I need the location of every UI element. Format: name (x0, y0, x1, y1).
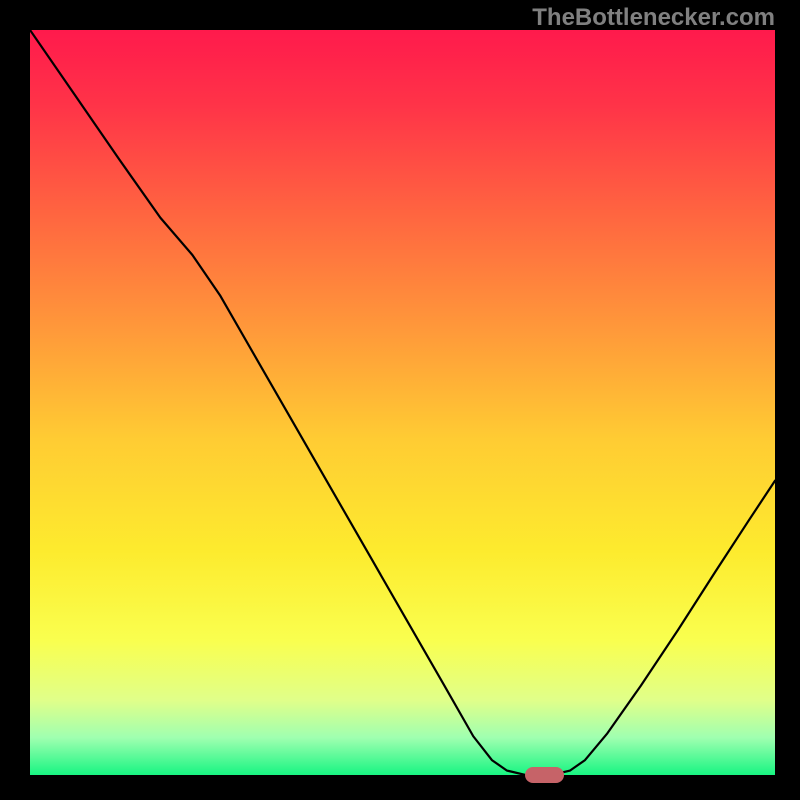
plot-area (30, 30, 775, 775)
bottleneck-curve (30, 30, 775, 775)
optimal-marker (525, 767, 564, 783)
chart-container: TheBottlenecker.com (0, 0, 800, 800)
watermark-text: TheBottlenecker.com (532, 4, 775, 32)
